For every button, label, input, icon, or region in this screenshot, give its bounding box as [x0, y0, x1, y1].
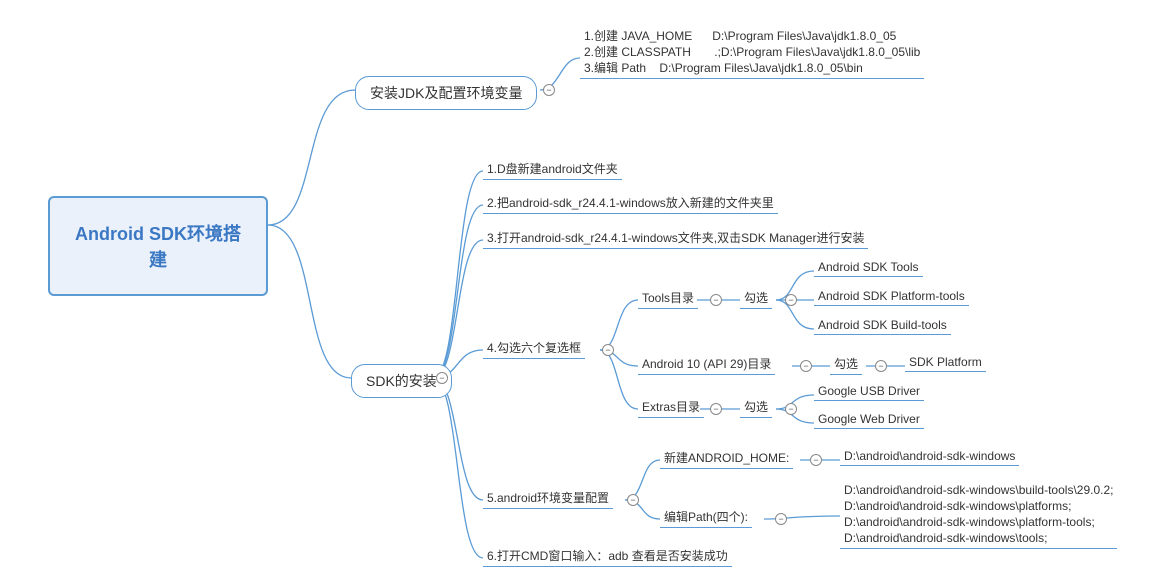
api-check: 勾选 — [830, 353, 862, 375]
tools-check: 勾选 — [740, 287, 772, 309]
toggle-icon[interactable] — [810, 454, 822, 466]
path-label: 编辑Path(四个): — [660, 506, 752, 528]
toggle-icon[interactable] — [436, 372, 448, 384]
toggle-icon[interactable] — [710, 294, 722, 306]
toggle-icon[interactable] — [785, 294, 797, 306]
sdk-step-1: 1.D盘新建android文件夹 — [483, 158, 622, 180]
jdk-details: 1.创建 JAVA_HOME D:\Program Files\Java\jdk… — [580, 26, 924, 79]
toggle-icon[interactable] — [875, 360, 887, 372]
extras-check: 勾选 — [740, 396, 772, 418]
toggle-icon[interactable] — [710, 403, 722, 415]
root-node[interactable]: Android SDK环境搭建 — [48, 196, 268, 296]
api-opt: SDK Platform — [905, 353, 986, 372]
api-dir: Android 10 (API 29)目录 — [638, 353, 775, 375]
tools-dir: Tools目录 — [638, 287, 698, 309]
extras-opt-b: Google Web Driver — [814, 410, 924, 429]
branch-jdk[interactable]: 安装JDK及配置环境变量 — [355, 76, 537, 110]
sdk-step-3: 3.打开android-sdk_r24.4.1-windows文件夹,双击SDK… — [483, 227, 868, 249]
sdk-step-6: 6.打开CMD窗口输入：adb 查看是否安装成功 — [483, 545, 732, 567]
extras-dir: Extras目录 — [638, 396, 704, 418]
toggle-icon[interactable] — [543, 84, 555, 96]
sdk-step-2: 2.把android-sdk_r24.4.1-windows放入新建的文件夹里 — [483, 192, 778, 214]
sdk-step-4: 4.勾选六个复选框 — [483, 337, 585, 359]
toggle-icon[interactable] — [800, 360, 812, 372]
sdk-step-5: 5.android环境变量配置 — [483, 487, 613, 509]
android-home-label: 新建ANDROID_HOME: — [660, 447, 793, 469]
toggle-icon[interactable] — [627, 494, 639, 506]
extras-opt-a: Google USB Driver — [814, 382, 924, 401]
android-home-val: D:\android\android-sdk-windows — [840, 447, 1019, 466]
toggle-icon[interactable] — [602, 344, 614, 356]
path-val: D:\android\android-sdk-windows\build-too… — [840, 480, 1117, 549]
toggle-icon[interactable] — [785, 403, 797, 415]
tools-opt-b: Android SDK Platform-tools — [814, 287, 969, 306]
toggle-icon[interactable] — [775, 513, 787, 525]
tools-opt-a: Android SDK Tools — [814, 258, 923, 277]
tools-opt-c: Android SDK Build-tools — [814, 316, 951, 335]
